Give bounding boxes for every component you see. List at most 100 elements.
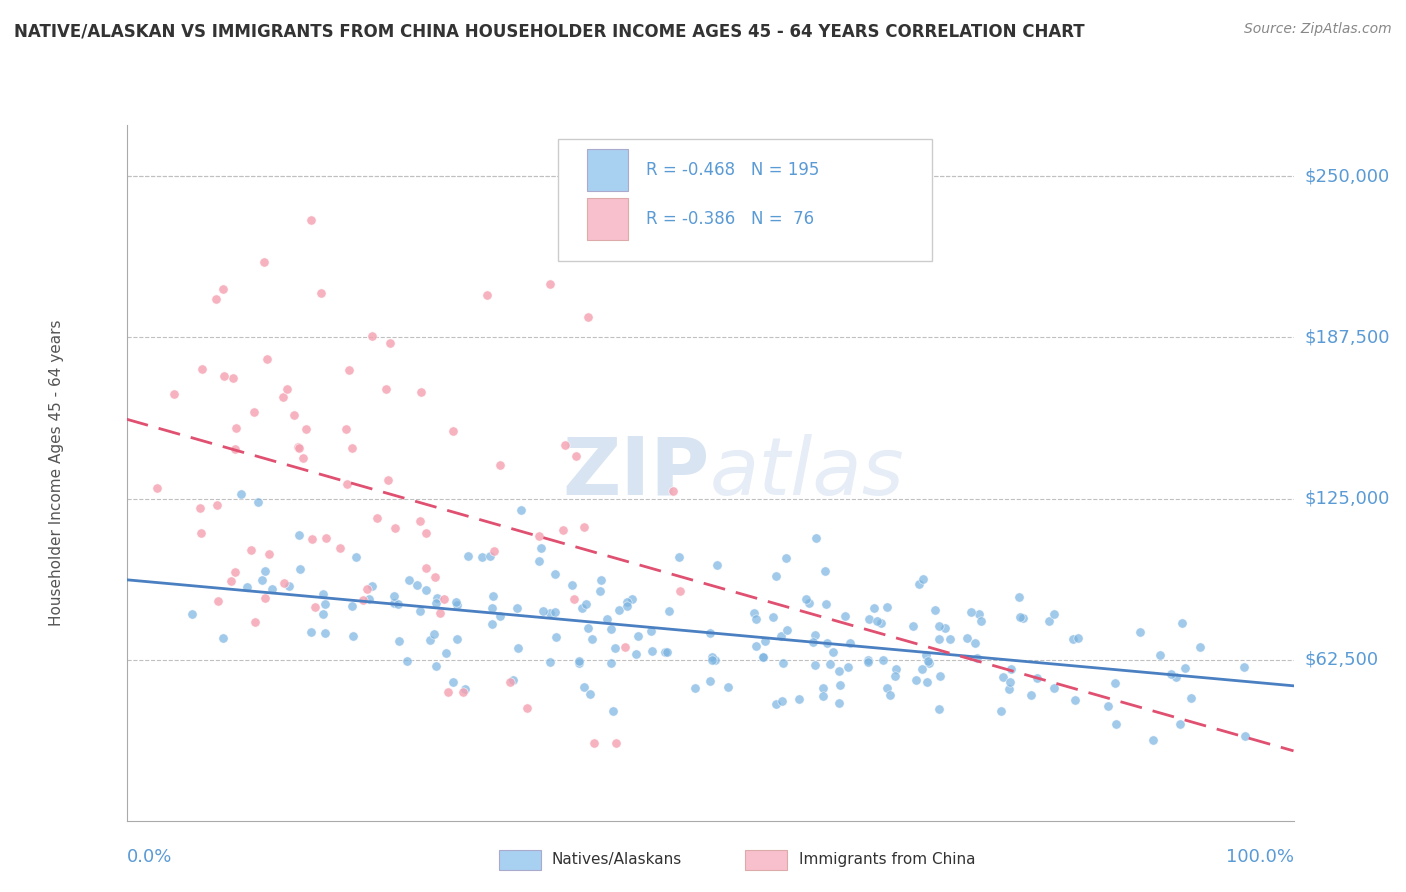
Point [441,425,464,439]
Point [262,582,284,596]
Point [815,636,838,650]
Point [775,551,797,566]
Point [1000,663,1022,677]
Point [745,639,768,653]
Point [340,599,363,613]
Point [579,687,602,701]
Point [506,600,529,615]
Point [221,574,243,588]
Point [799,596,821,610]
Point [1097,698,1119,713]
Point [415,583,437,598]
Point [776,623,799,637]
Point [1164,670,1187,684]
Point [765,569,787,583]
Point [361,579,384,593]
Point [382,596,405,610]
Point [702,650,724,665]
Point [437,685,460,699]
Point [858,611,880,625]
Point [772,656,794,670]
Point [446,632,468,646]
Point [239,543,262,558]
Point [565,449,588,463]
Point [990,704,1012,718]
Point [839,636,862,650]
Point [669,584,692,599]
Text: $125,000: $125,000 [1305,490,1391,508]
Point [287,440,309,454]
Point [804,657,827,672]
Point [361,329,384,343]
Point [991,670,1014,684]
Point [1007,590,1029,604]
Bar [588,149,628,191]
Point [769,628,792,642]
Point [856,656,879,670]
Point [509,503,531,517]
Point [273,575,295,590]
Point [481,616,503,631]
Text: $250,000: $250,000 [1305,168,1391,186]
Point [872,653,894,667]
Point [856,653,879,667]
Point [336,476,359,491]
Point [1105,716,1128,731]
Point [294,422,316,436]
Bar [588,198,628,240]
Point [929,669,952,683]
Point [530,541,553,555]
Point [1129,625,1152,640]
Point [288,441,311,455]
Point [224,442,246,457]
Point [1233,660,1256,674]
Point [596,611,619,625]
Point [572,681,595,695]
Point [583,736,606,750]
Point [252,254,274,268]
Point [806,531,828,545]
Point [1171,615,1194,630]
Point [446,599,468,613]
Point [911,572,934,586]
Point [246,495,269,509]
Point [229,487,252,501]
Point [967,607,990,621]
Point [377,473,399,487]
Point [527,529,550,543]
Point [180,607,202,621]
Point [489,458,512,472]
Point [998,682,1021,697]
Point [813,564,835,578]
Point [471,550,494,565]
Point [375,383,398,397]
Point [600,656,623,670]
Point [879,689,901,703]
Point [335,422,357,436]
Point [344,549,367,564]
Text: Immigrants from China: Immigrants from China [799,853,976,867]
Point [253,564,276,578]
Point [359,591,381,606]
Point [803,628,825,642]
Point [745,612,768,626]
Point [603,640,626,655]
Point [928,618,950,632]
Point [212,282,235,296]
Point [959,605,981,619]
Point [828,678,851,692]
Text: R = -0.468   N = 195: R = -0.468 N = 195 [645,161,820,179]
Point [866,614,889,628]
Text: ZIP: ZIP [562,434,710,512]
Point [641,643,664,657]
Point [299,625,322,640]
Point [225,421,247,435]
Point [658,604,681,618]
Point [700,652,723,666]
Point [794,591,817,606]
Point [311,285,333,300]
Point [211,631,233,645]
Point [342,629,364,643]
Point [616,599,638,613]
Point [1012,611,1035,625]
